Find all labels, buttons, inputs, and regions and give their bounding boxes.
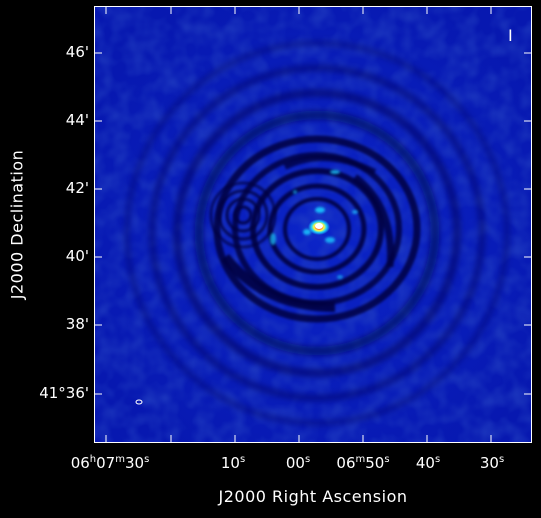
- x-tick-label: 00s: [285, 454, 311, 472]
- y-axis-label: J2000 Declination: [7, 149, 27, 300]
- source-peak: [315, 223, 323, 229]
- y-tick-marks: [95, 52, 531, 395]
- x-tick-label: 06h07m30s: [70, 454, 150, 472]
- x-tick-label: 30s: [479, 454, 505, 472]
- y-tick-label: 38': [65, 315, 89, 333]
- beam-ellipse: [135, 399, 143, 405]
- y-tick-label: 42': [65, 179, 89, 197]
- x-tick-label: 10s: [220, 454, 246, 472]
- y-tick-label: 41°36': [39, 384, 89, 402]
- x-tick-label: 40s: [415, 454, 441, 472]
- y-tick-label: 46': [65, 43, 89, 61]
- y-tick-label: 40': [65, 247, 89, 265]
- y-tick-label: 44': [65, 111, 89, 129]
- radio-map-panel: I: [94, 6, 532, 443]
- secondary-ring-system: [209, 181, 277, 249]
- x-axis-label: J2000 Right Ascension: [218, 487, 408, 506]
- wedge-marker: I: [508, 26, 513, 45]
- radio-map-image: I: [95, 7, 531, 442]
- emission-speckles: [270, 170, 358, 279]
- sidelobe-rings-outer: [124, 40, 510, 426]
- x-tick-marks: [105, 7, 492, 442]
- x-tick-label: 06m50s: [336, 454, 390, 472]
